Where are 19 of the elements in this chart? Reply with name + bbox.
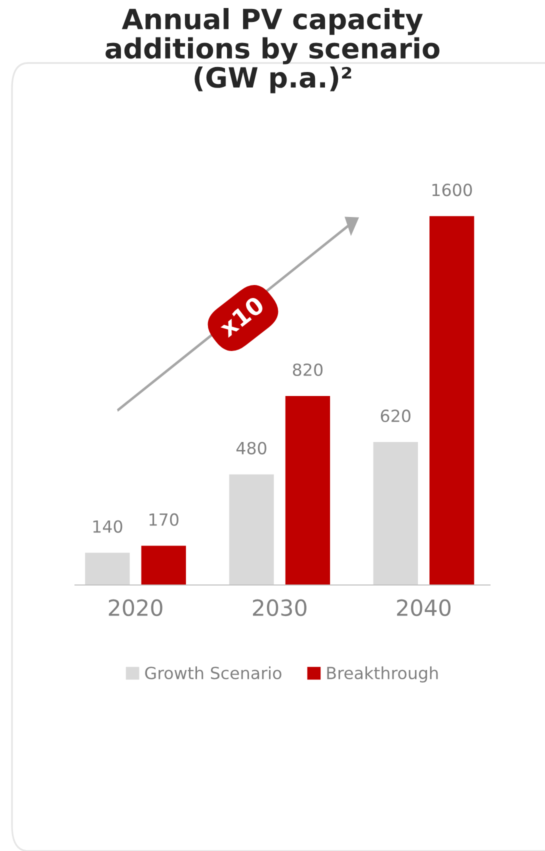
- data-label: 140: [93, 520, 122, 533]
- bar: [285, 396, 330, 585]
- legend-label: Breakthrough: [327, 666, 438, 683]
- data-label: 820: [292, 363, 323, 376]
- data-label: 170: [150, 513, 178, 526]
- bar: [141, 546, 186, 585]
- chart-title: Annual PV capacity additions by scenario (GW p.a.)²: [106, 8, 440, 94]
- data-label: 480: [236, 442, 266, 454]
- bar: [429, 216, 474, 585]
- annotation: x10: [218, 295, 266, 338]
- legend-label: Growth Scenario: [145, 666, 282, 680]
- bar: [229, 474, 274, 585]
- bar: [373, 442, 418, 585]
- data-label: 620: [380, 410, 410, 422]
- data-label: 1600: [432, 184, 472, 196]
- x-tick-label: 2040: [397, 599, 451, 616]
- x-tick-label: 2030: [252, 599, 306, 616]
- x-tick-label: 2020: [108, 599, 162, 616]
- bar: [85, 552, 130, 585]
